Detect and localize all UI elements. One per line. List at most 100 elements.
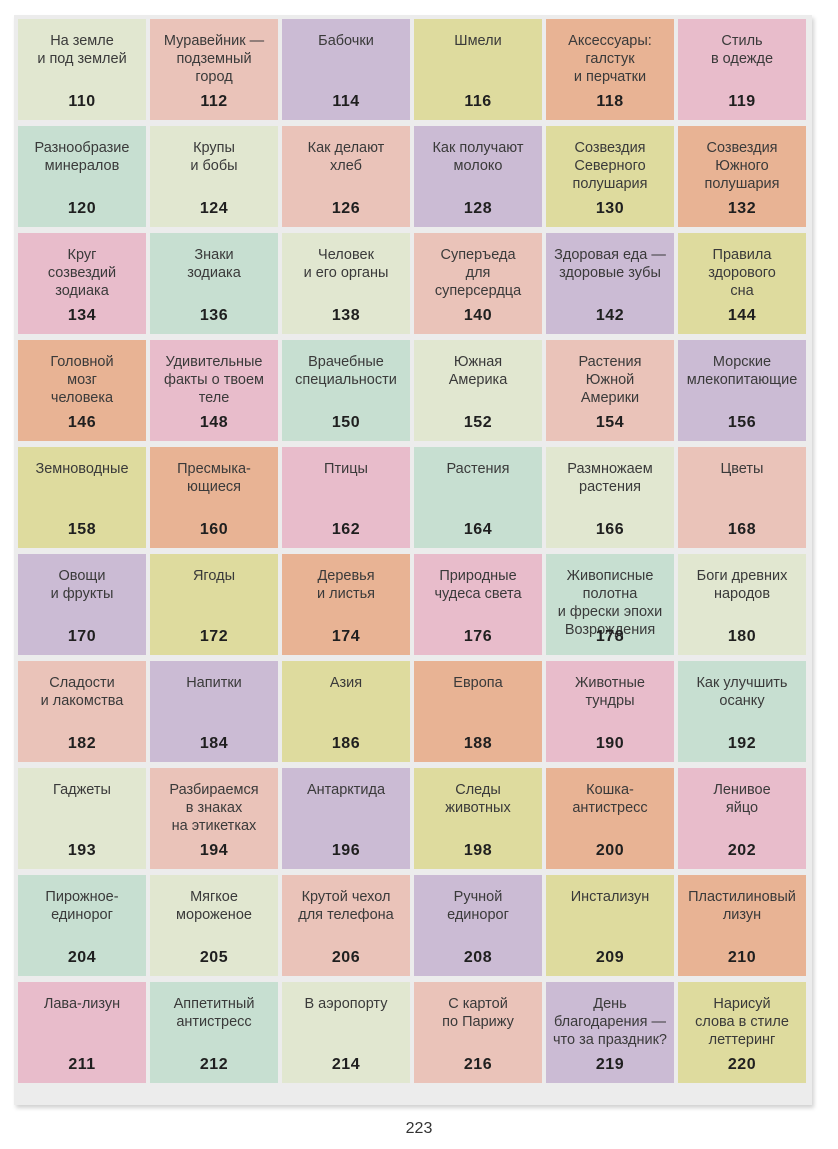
- contents-item[interactable]: Человек и его органы 138: [282, 233, 410, 334]
- contents-item[interactable]: Овощи и фрукты 170: [18, 554, 146, 655]
- contents-item[interactable]: Земноводные 158: [18, 447, 146, 548]
- contents-item[interactable]: Как улучшить осанку 192: [678, 661, 806, 762]
- contents-item[interactable]: Круг созвездий зодиака 134: [18, 233, 146, 334]
- item-page-number: 176: [463, 628, 493, 645]
- item-title: Пресмыка- ющиеся: [177, 461, 251, 495]
- contents-item[interactable]: Размножаем растения 166: [546, 447, 674, 548]
- contents-item[interactable]: На земле и под землей 110: [18, 19, 146, 120]
- contents-item[interactable]: Как делают хлеб 126: [282, 126, 410, 227]
- item-page-number: 194: [199, 842, 229, 859]
- contents-item[interactable]: Созвездия Северного полушария 130: [546, 126, 674, 227]
- contents-item[interactable]: Пластилиновый лизун 210: [678, 875, 806, 976]
- item-page-number: 220: [727, 1056, 757, 1073]
- contents-item[interactable]: Ягоды 172: [150, 554, 278, 655]
- item-title: Знаки зодиака: [187, 247, 241, 281]
- contents-item[interactable]: В аэропорту 214: [282, 982, 410, 1083]
- item-title: Круг созвездий зодиака: [47, 247, 117, 299]
- item-title: Аксессуары: галстук и перчатки: [568, 33, 652, 85]
- item-title: Созвездия Южного полушария: [704, 140, 780, 192]
- contents-item[interactable]: Аксессуары: галстук и перчатки 118: [546, 19, 674, 120]
- contents-item[interactable]: Стиль в одежде 119: [678, 19, 806, 120]
- item-title: Бабочки: [318, 33, 374, 49]
- item-title: Как делают хлеб: [307, 140, 385, 174]
- contents-item[interactable]: Пирожное- единорог 204: [18, 875, 146, 976]
- contents-item[interactable]: Ленивое яйцо 202: [678, 768, 806, 869]
- contents-item[interactable]: Нарисуй слова в стиле леттеринг 220: [678, 982, 806, 1083]
- contents-item[interactable]: Антарктида 196: [282, 768, 410, 869]
- item-title: Растения Южной Америки: [578, 354, 642, 406]
- contents-item[interactable]: Правила здорового сна 144: [678, 233, 806, 334]
- contents-item[interactable]: Шмели 116: [414, 19, 542, 120]
- contents-item[interactable]: Как получают молоко 128: [414, 126, 542, 227]
- item-title: Европа: [453, 675, 503, 691]
- contents-item[interactable]: Азия 186: [282, 661, 410, 762]
- item-title: Боги древних народов: [696, 568, 788, 602]
- item-title: Мягкое мороженое: [176, 889, 252, 923]
- contents-item[interactable]: Деревья и листья 174: [282, 554, 410, 655]
- item-title: Стиль в одежде: [710, 33, 774, 67]
- contents-item[interactable]: С картой по Парижу 216: [414, 982, 542, 1083]
- contents-item[interactable]: Разнообразие минералов 120: [18, 126, 146, 227]
- contents-item[interactable]: Цветы 168: [678, 447, 806, 548]
- item-page-number: 144: [727, 307, 757, 324]
- item-title: Ягоды: [192, 568, 236, 584]
- item-page-number: 186: [331, 735, 361, 752]
- contents-item[interactable]: Инстализун 209: [546, 875, 674, 976]
- contents-item[interactable]: Ручной единорог 208: [414, 875, 542, 976]
- contents-item[interactable]: Муравейник — подземный город 112: [150, 19, 278, 120]
- contents-item[interactable]: Крутой чехол для телефона 206: [282, 875, 410, 976]
- item-page-number: 112: [200, 93, 228, 110]
- contents-grid: На земле и под землей 110 Муравейник — под…: [18, 19, 806, 1083]
- item-title: Напитки: [186, 675, 242, 691]
- contents-item[interactable]: Крупы и бобы 124: [150, 126, 278, 227]
- item-page-number: 205: [199, 949, 229, 966]
- contents-item[interactable]: Напитки 184: [150, 661, 278, 762]
- item-page-number: 154: [595, 414, 625, 431]
- contents-item[interactable]: Разбираемся в знаках на этикетках 194: [150, 768, 278, 869]
- item-title: Антарктида: [306, 782, 386, 798]
- contents-item[interactable]: Головной мозг человека 146: [18, 340, 146, 441]
- item-page-number: 184: [199, 735, 229, 752]
- contents-item[interactable]: Сладости и лакомства 182: [18, 661, 146, 762]
- contents-item[interactable]: Южная Америка 152: [414, 340, 542, 441]
- contents-item[interactable]: Гаджеты 193: [18, 768, 146, 869]
- contents-item[interactable]: Удивительные факты о твоем теле 148: [150, 340, 278, 441]
- item-page-number: 166: [595, 521, 625, 538]
- item-page-number: 164: [463, 521, 493, 538]
- contents-item[interactable]: Живописные полотна и фрески эпохи Возрож…: [546, 554, 674, 655]
- contents-item[interactable]: Суперъеда для суперсердца 140: [414, 233, 542, 334]
- item-page-number: 138: [331, 307, 361, 324]
- contents-item[interactable]: Знаки зодиака 136: [150, 233, 278, 334]
- contents-item[interactable]: Растения Южной Америки 154: [546, 340, 674, 441]
- contents-item[interactable]: Птицы 162: [282, 447, 410, 548]
- item-title: Размножаем растения: [567, 461, 653, 495]
- contents-item[interactable]: Боги древних народов 180: [678, 554, 806, 655]
- item-page-number: 130: [595, 200, 625, 217]
- contents-item[interactable]: Бабочки 114: [282, 19, 410, 120]
- contents-item[interactable]: Аппетитный антистресс 212: [150, 982, 278, 1083]
- contents-item[interactable]: Растения 164: [414, 447, 542, 548]
- item-title: Животные тундры: [575, 675, 645, 709]
- contents-item[interactable]: Здоровая еда — здоровые зубы 142: [546, 233, 674, 334]
- contents-item[interactable]: День благодарения — что за праздник? 219: [546, 982, 674, 1083]
- item-title: Азия: [329, 675, 363, 691]
- contents-item[interactable]: Кошка- антистресс 200: [546, 768, 674, 869]
- contents-item[interactable]: Следы животных 198: [414, 768, 542, 869]
- contents-item[interactable]: Европа 188: [414, 661, 542, 762]
- contents-item[interactable]: Лава-лизун 211: [18, 982, 146, 1083]
- item-page-number: 114: [332, 93, 360, 110]
- item-page-number: 206: [331, 949, 361, 966]
- contents-item[interactable]: Врачебные специальности 150: [282, 340, 410, 441]
- item-page-number: 162: [331, 521, 361, 538]
- contents-item[interactable]: Пресмыка- ющиеся 160: [150, 447, 278, 548]
- contents-item[interactable]: Созвездия Южного полушария 132: [678, 126, 806, 227]
- contents-item[interactable]: Морские млекопитающие 156: [678, 340, 806, 441]
- contents-item[interactable]: Природные чудеса света 176: [414, 554, 542, 655]
- contents-item[interactable]: Животные тундры 190: [546, 661, 674, 762]
- item-page-number: 134: [67, 307, 97, 324]
- item-title: Аппетитный антистресс: [173, 996, 255, 1030]
- item-title: Крутой чехол для телефона: [298, 889, 394, 923]
- item-page-number: 146: [67, 414, 97, 431]
- contents-item[interactable]: Мягкое мороженое 205: [150, 875, 278, 976]
- item-title: Деревья и листья: [317, 568, 375, 602]
